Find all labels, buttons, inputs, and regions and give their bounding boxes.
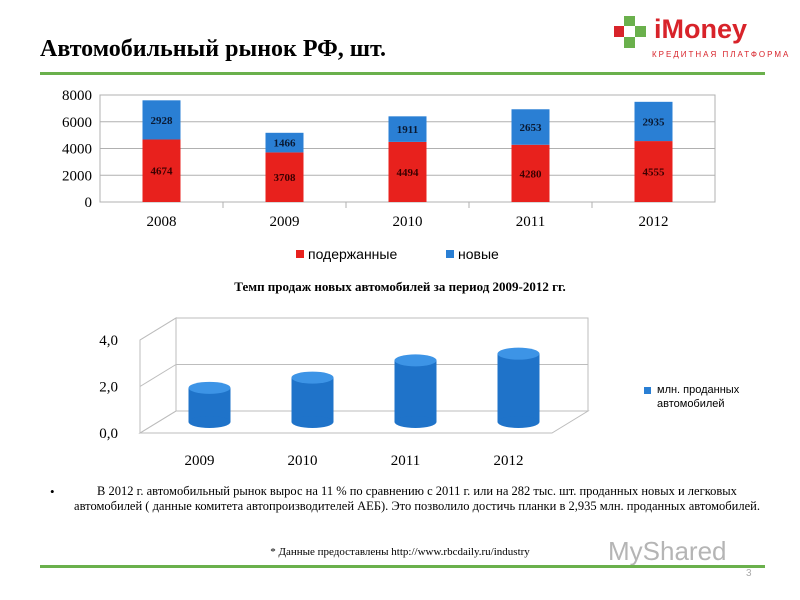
chart2-ytick-label: 4,0 — [99, 333, 118, 349]
chart1-data-label: 2935 — [643, 116, 666, 128]
chart2-category-label: 2012 — [494, 453, 524, 469]
chart1-data-label: 2928 — [151, 115, 174, 127]
chart1-legend-label: подержанные — [308, 246, 397, 262]
chart1-data-label: 3708 — [274, 172, 297, 184]
chart1-bar-segment — [265, 132, 304, 153]
chart1-bar-segment — [142, 139, 181, 202]
chart2-cylinder-top — [188, 381, 231, 394]
chart1-ytick-label: 2000 — [62, 168, 92, 184]
chart2-legend: млн. проданных автомобилей — [644, 383, 764, 411]
chart2-gridline-side — [139, 364, 177, 387]
chart1-data-label: 1911 — [397, 124, 418, 136]
chart1-bar-segment — [142, 100, 181, 140]
top-divider — [40, 72, 765, 75]
bottom-divider — [40, 565, 765, 568]
chart1-bar-segment — [634, 101, 673, 142]
chart2-ytick-label: 0,0 — [99, 426, 118, 442]
chart1-ytick-label: 6000 — [62, 115, 92, 131]
chart1-category-label: 2012 — [639, 214, 669, 230]
chart2-category-label: 2011 — [391, 453, 420, 469]
chart1-data-label: 4555 — [643, 167, 666, 179]
chart2-gridline-side — [139, 317, 177, 341]
chart1-bar-segment — [388, 116, 427, 142]
chart1-ytick-label: 4000 — [62, 142, 92, 158]
chart2-category-label: 2009 — [185, 453, 215, 469]
chart1-bar-segment — [511, 144, 550, 202]
chart2-category-label: 2010 — [288, 453, 318, 469]
chart2-gridline-side — [139, 410, 177, 434]
brand-tagline: КРЕДИТНАЯ ПЛАТФОРМА — [652, 50, 791, 59]
chart1-legend-label: новые — [458, 246, 499, 262]
bullet-icon: • — [50, 484, 55, 499]
chart2-cylinder-top — [394, 354, 437, 367]
chart2-cylinder-top — [497, 347, 540, 360]
chart2-ytick-label: 2,0 — [99, 380, 118, 396]
chart2-cylinder-base — [188, 416, 231, 428]
chart1-category-label: 2010 — [393, 214, 423, 230]
chart2-cylinder-body — [394, 360, 437, 422]
chart1-bar-segment — [511, 109, 550, 145]
plus-cross-icon — [614, 16, 646, 48]
chart1-category-label: 2009 — [270, 214, 300, 230]
imoney-logo: iMoney КРЕДИТНАЯ ПЛАТФОРМА — [612, 12, 788, 62]
chart2-cylinder-top — [291, 371, 334, 384]
chart1-legend-swatch — [446, 250, 454, 258]
chart2-cylinder-base — [394, 416, 437, 428]
chart1-bar-segment — [634, 141, 673, 202]
chart1-ytick-label: 8000 — [62, 88, 92, 104]
chart1-category-label: 2008 — [147, 214, 177, 230]
chart1-data-label: 4494 — [397, 167, 420, 179]
chart1-data-label: 2653 — [520, 122, 543, 134]
chart2-cylinder-body — [497, 353, 540, 422]
chart1-bar-segment — [388, 141, 427, 202]
watermark: MyShared — [608, 536, 727, 566]
chart2-title: Темп продаж новых автомобилей за период … — [234, 279, 566, 294]
chart1-data-label: 4674 — [151, 166, 174, 178]
chart1-data-label: 4280 — [520, 168, 543, 180]
legend-swatch-sales — [644, 387, 651, 394]
chart2-cylinder-base — [291, 416, 334, 428]
chart1-ytick-label: 0 — [85, 195, 93, 211]
chart1-category-label: 2011 — [516, 214, 545, 230]
page-title: Автомобильный рынок РФ, шт. — [40, 36, 386, 62]
market-note: В 2012 г. автомобильный рынок вырос на 1… — [74, 484, 760, 513]
chart1-bar-segment — [265, 152, 304, 202]
chart2-cylinder-base — [497, 416, 540, 428]
chart1-legend-swatch — [296, 250, 304, 258]
brand-name: iMoney — [654, 14, 748, 44]
source-note: * Данные предоставлены http://www.rbcdai… — [270, 546, 530, 558]
legend-label-sales: млн. проданных автомобилей — [657, 384, 740, 410]
chart2-cylinder-body — [291, 377, 334, 422]
chart1-data-label: 1466 — [274, 138, 297, 150]
page-number: 3 — [746, 568, 752, 579]
